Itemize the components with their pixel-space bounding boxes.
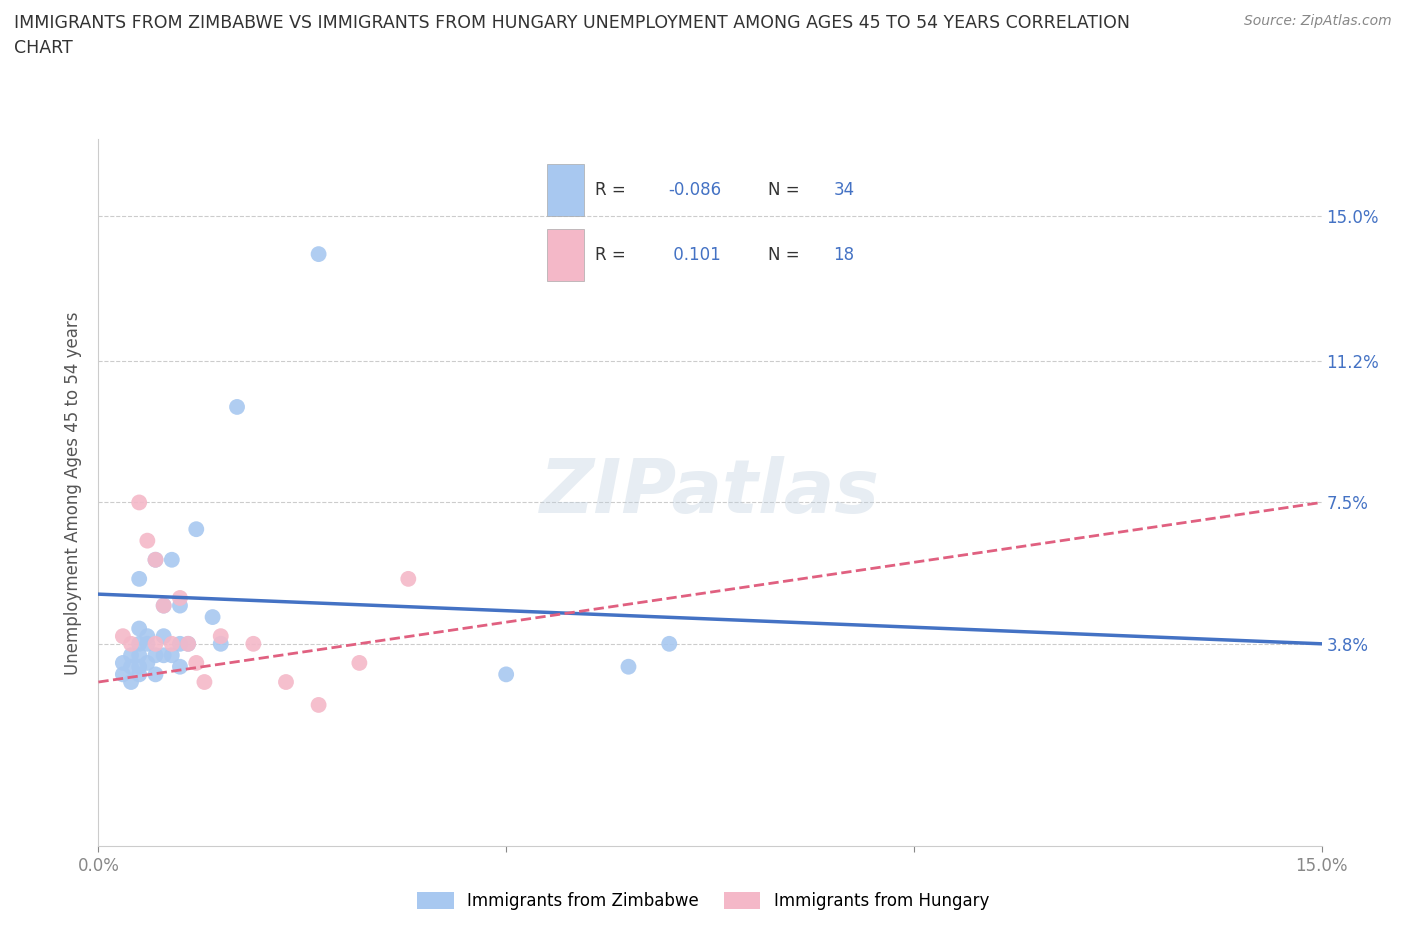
Point	[120, 636, 142, 651]
Point	[169, 598, 191, 613]
Point	[111, 667, 134, 682]
Point	[128, 636, 150, 651]
Point	[209, 636, 232, 651]
Point	[177, 636, 200, 651]
Y-axis label: Unemployment Among Ages 45 to 54 years: Unemployment Among Ages 45 to 54 years	[65, 312, 83, 674]
Point	[160, 552, 183, 567]
Point	[128, 648, 150, 663]
Point	[308, 246, 330, 261]
Point	[120, 674, 142, 689]
Point	[193, 674, 215, 689]
Point	[658, 636, 681, 651]
Point	[152, 598, 174, 613]
Point	[128, 667, 150, 682]
Point	[169, 636, 191, 651]
Point	[145, 552, 167, 567]
Point	[145, 552, 167, 567]
Text: IMMIGRANTS FROM ZIMBABWE VS IMMIGRANTS FROM HUNGARY UNEMPLOYMENT AMONG AGES 45 T: IMMIGRANTS FROM ZIMBABWE VS IMMIGRANTS F…	[14, 14, 1130, 32]
Point	[201, 610, 224, 625]
Point	[136, 629, 159, 644]
Point	[120, 659, 142, 674]
Point	[128, 571, 150, 586]
Text: ZIPatlas: ZIPatlas	[540, 457, 880, 529]
Point	[145, 636, 167, 651]
Point	[152, 629, 174, 644]
Point	[120, 648, 142, 663]
Text: CHART: CHART	[14, 39, 73, 57]
Legend: Immigrants from Zimbabwe, Immigrants from Hungary: Immigrants from Zimbabwe, Immigrants fro…	[411, 885, 995, 917]
Point	[160, 648, 183, 663]
Point	[145, 667, 167, 682]
Point	[617, 659, 640, 674]
Point	[136, 533, 159, 548]
Point	[128, 659, 150, 674]
Point	[209, 629, 232, 644]
Point	[274, 674, 297, 689]
Point	[308, 698, 330, 712]
Point	[145, 648, 167, 663]
Point	[177, 636, 200, 651]
Point	[186, 522, 208, 537]
Point	[111, 656, 134, 671]
Point	[136, 656, 159, 671]
Point	[186, 656, 208, 671]
Point	[152, 648, 174, 663]
Point	[128, 495, 150, 510]
Point	[111, 629, 134, 644]
Point	[169, 659, 191, 674]
Point	[160, 636, 183, 651]
Point	[152, 598, 174, 613]
Point	[136, 636, 159, 651]
Point	[242, 636, 264, 651]
Point	[128, 621, 150, 636]
Point	[169, 591, 191, 605]
Text: Source: ZipAtlas.com: Source: ZipAtlas.com	[1244, 14, 1392, 28]
Point	[349, 656, 371, 671]
Point	[396, 571, 419, 586]
Point	[226, 400, 249, 415]
Point	[495, 667, 517, 682]
